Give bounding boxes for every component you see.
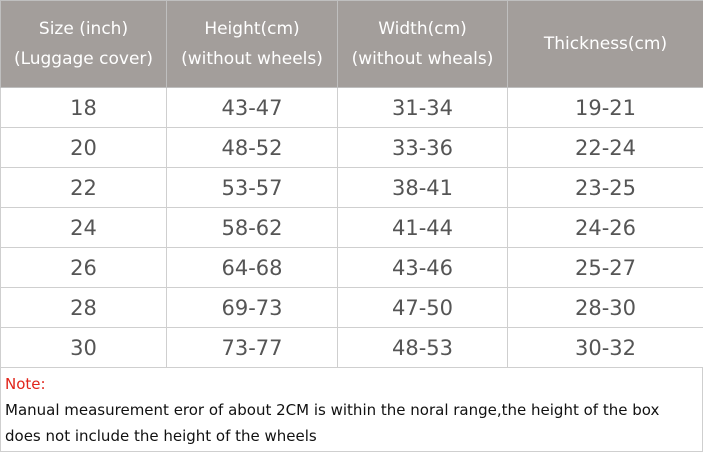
note-text-line1: Manual measurement eror of about 2CM is … — [5, 397, 698, 423]
cell-size: 28 — [1, 288, 167, 328]
table-row: 26 64-68 43-46 25-27 — [1, 248, 703, 288]
cell-thickness: 24-26 — [508, 208, 703, 248]
cell-thickness: 23-25 — [508, 168, 703, 208]
cell-height: 58-62 — [167, 208, 338, 248]
header-height-line1: Height(cm) — [167, 14, 337, 44]
cell-width: 38-41 — [338, 168, 508, 208]
header-size-line1: Size (inch) — [1, 14, 166, 44]
cell-size: 30 — [1, 328, 167, 368]
cell-height: 53-57 — [167, 168, 338, 208]
cell-thickness: 30-32 — [508, 328, 703, 368]
header-width: Width(cm) (without wheals) — [338, 1, 508, 88]
cell-height: 43-47 — [167, 88, 338, 128]
cell-size: 22 — [1, 168, 167, 208]
note-title: Note: — [5, 371, 698, 397]
note-text-line2: does not include the height of the wheel… — [5, 423, 698, 449]
table-row: 30 73-77 48-53 30-32 — [1, 328, 703, 368]
cell-width: 31-34 — [338, 88, 508, 128]
note-section: Note: Manual measurement eror of about 2… — [0, 368, 703, 452]
cell-width: 47-50 — [338, 288, 508, 328]
table-row: 24 58-62 41-44 24-26 — [1, 208, 703, 248]
cell-width: 43-46 — [338, 248, 508, 288]
cell-thickness: 19-21 — [508, 88, 703, 128]
cell-size: 24 — [1, 208, 167, 248]
cell-thickness: 22-24 — [508, 128, 703, 168]
cell-size: 26 — [1, 248, 167, 288]
header-height: Height(cm) (without wheels) — [167, 1, 338, 88]
header-width-line2: (without wheals) — [338, 44, 507, 74]
cell-height: 69-73 — [167, 288, 338, 328]
cell-thickness: 28-30 — [508, 288, 703, 328]
table-row: 18 43-47 31-34 19-21 — [1, 88, 703, 128]
cell-thickness: 25-27 — [508, 248, 703, 288]
header-height-line2: (without wheels) — [167, 44, 337, 74]
table-row: 22 53-57 38-41 23-25 — [1, 168, 703, 208]
header-row: Size (inch) (Luggage cover) Height(cm) (… — [1, 1, 703, 88]
cell-width: 41-44 — [338, 208, 508, 248]
cell-height: 73-77 — [167, 328, 338, 368]
header-thickness: Thickness(cm) — [508, 1, 703, 88]
cell-height: 64-68 — [167, 248, 338, 288]
header-width-line1: Width(cm) — [338, 14, 507, 44]
cell-size: 18 — [1, 88, 167, 128]
cell-size: 20 — [1, 128, 167, 168]
header-size-line2: (Luggage cover) — [1, 44, 166, 74]
cell-width: 33-36 — [338, 128, 508, 168]
table-row: 28 69-73 47-50 28-30 — [1, 288, 703, 328]
cell-width: 48-53 — [338, 328, 508, 368]
size-chart-table: Size (inch) (Luggage cover) Height(cm) (… — [0, 0, 703, 368]
header-size: Size (inch) (Luggage cover) — [1, 1, 167, 88]
cell-height: 48-52 — [167, 128, 338, 168]
header-thickness-line1: Thickness(cm) — [508, 29, 703, 59]
table-row: 20 48-52 33-36 22-24 — [1, 128, 703, 168]
